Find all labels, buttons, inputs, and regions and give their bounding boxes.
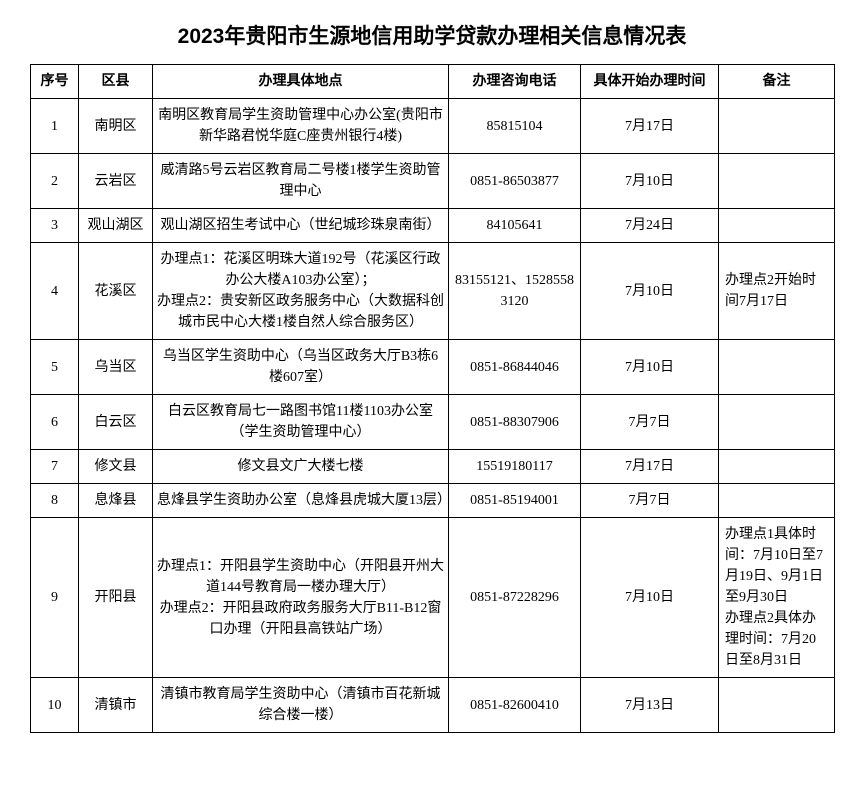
table-row: 10清镇市清镇市教育局学生资助中心（清镇市百花新城综合楼一楼）0851-8260… <box>31 678 835 733</box>
cell-location: 息烽县学生资助办公室（息烽县虎城大厦13层） <box>153 484 449 518</box>
cell-phone: 0851-86844046 <box>449 340 581 395</box>
cell-phone: 84105641 <box>449 209 581 243</box>
cell-starttime: 7月10日 <box>581 243 719 340</box>
cell-seq: 10 <box>31 678 79 733</box>
cell-starttime: 7月13日 <box>581 678 719 733</box>
cell-location: 修文县文广大楼七楼 <box>153 450 449 484</box>
cell-phone: 0851-85194001 <box>449 484 581 518</box>
table-row: 5乌当区乌当区学生资助中心（乌当区政务大厅B3栋6楼607室）0851-8684… <box>31 340 835 395</box>
cell-seq: 2 <box>31 154 79 209</box>
cell-phone: 85815104 <box>449 99 581 154</box>
cell-starttime: 7月24日 <box>581 209 719 243</box>
cell-location: 办理点1：开阳县学生资助中心（开阳县开州大道144号教育局一楼办理大厅）办理点2… <box>153 518 449 678</box>
cell-phone: 0851-88307906 <box>449 395 581 450</box>
cell-remark: 办理点2开始时间7月17日 <box>719 243 835 340</box>
cell-starttime: 7月7日 <box>581 395 719 450</box>
header-starttime: 具体开始办理时间 <box>581 65 719 99</box>
cell-starttime: 7月17日 <box>581 99 719 154</box>
cell-seq: 4 <box>31 243 79 340</box>
table-row: 9开阳县办理点1：开阳县学生资助中心（开阳县开州大道144号教育局一楼办理大厅）… <box>31 518 835 678</box>
table-row: 1南明区南明区教育局学生资助管理中心办公室(贵阳市新华路君悦华庭C座贵州银行4楼… <box>31 99 835 154</box>
cell-location: 清镇市教育局学生资助中心（清镇市百花新城综合楼一楼） <box>153 678 449 733</box>
cell-district: 修文县 <box>79 450 153 484</box>
cell-seq: 1 <box>31 99 79 154</box>
cell-remark: 办理点1具体时间：7月10日至7月19日、9月1日至9月30日办理点2具体办理时… <box>719 518 835 678</box>
table-row: 6白云区白云区教育局七一路图书馆11楼1103办公室（学生资助管理中心）0851… <box>31 395 835 450</box>
cell-district: 花溪区 <box>79 243 153 340</box>
header-seq: 序号 <box>31 65 79 99</box>
cell-location: 南明区教育局学生资助管理中心办公室(贵阳市新华路君悦华庭C座贵州银行4楼) <box>153 99 449 154</box>
cell-remark <box>719 340 835 395</box>
table-body: 1南明区南明区教育局学生资助管理中心办公室(贵阳市新华路君悦华庭C座贵州银行4楼… <box>31 99 835 733</box>
cell-starttime: 7月10日 <box>581 518 719 678</box>
cell-location: 威清路5号云岩区教育局二号楼1楼学生资助管理中心 <box>153 154 449 209</box>
cell-remark <box>719 154 835 209</box>
cell-seq: 9 <box>31 518 79 678</box>
cell-district: 乌当区 <box>79 340 153 395</box>
table-row: 7修文县修文县文广大楼七楼155191801177月17日 <box>31 450 835 484</box>
cell-location: 白云区教育局七一路图书馆11楼1103办公室（学生资助管理中心） <box>153 395 449 450</box>
cell-seq: 8 <box>31 484 79 518</box>
cell-district: 清镇市 <box>79 678 153 733</box>
cell-remark <box>719 209 835 243</box>
cell-district: 南明区 <box>79 99 153 154</box>
cell-starttime: 7月7日 <box>581 484 719 518</box>
cell-district: 白云区 <box>79 395 153 450</box>
cell-remark <box>719 395 835 450</box>
table-header-row: 序号 区县 办理具体地点 办理咨询电话 具体开始办理时间 备注 <box>31 65 835 99</box>
cell-remark <box>719 678 835 733</box>
cell-starttime: 7月17日 <box>581 450 719 484</box>
cell-seq: 3 <box>31 209 79 243</box>
cell-remark <box>719 450 835 484</box>
cell-phone: 0851-86503877 <box>449 154 581 209</box>
table-row: 4花溪区办理点1：花溪区明珠大道192号（花溪区行政办公大楼A103办公室）；办… <box>31 243 835 340</box>
cell-remark <box>719 99 835 154</box>
cell-district: 开阳县 <box>79 518 153 678</box>
cell-phone: 83155121、15285583120 <box>449 243 581 340</box>
cell-seq: 7 <box>31 450 79 484</box>
cell-phone: 15519180117 <box>449 450 581 484</box>
cell-district: 云岩区 <box>79 154 153 209</box>
header-remark: 备注 <box>719 65 835 99</box>
cell-location: 乌当区学生资助中心（乌当区政务大厅B3栋6楼607室） <box>153 340 449 395</box>
header-location: 办理具体地点 <box>153 65 449 99</box>
cell-starttime: 7月10日 <box>581 340 719 395</box>
table-row: 8息烽县息烽县学生资助办公室（息烽县虎城大厦13层）0851-851940017… <box>31 484 835 518</box>
header-district: 区县 <box>79 65 153 99</box>
cell-starttime: 7月10日 <box>581 154 719 209</box>
table-row: 2云岩区威清路5号云岩区教育局二号楼1楼学生资助管理中心0851-8650387… <box>31 154 835 209</box>
cell-remark <box>719 484 835 518</box>
cell-district: 息烽县 <box>79 484 153 518</box>
cell-district: 观山湖区 <box>79 209 153 243</box>
cell-seq: 6 <box>31 395 79 450</box>
cell-location: 办理点1：花溪区明珠大道192号（花溪区行政办公大楼A103办公室）；办理点2：… <box>153 243 449 340</box>
cell-location: 观山湖区招生考试中心（世纪城珍珠泉南街） <box>153 209 449 243</box>
info-table: 序号 区县 办理具体地点 办理咨询电话 具体开始办理时间 备注 1南明区南明区教… <box>30 64 835 733</box>
table-row: 3观山湖区观山湖区招生考试中心（世纪城珍珠泉南街）841056417月24日 <box>31 209 835 243</box>
cell-seq: 5 <box>31 340 79 395</box>
header-phone: 办理咨询电话 <box>449 65 581 99</box>
cell-phone: 0851-87228296 <box>449 518 581 678</box>
page-title: 2023年贵阳市生源地信用助学贷款办理相关信息情况表 <box>30 20 834 50</box>
cell-phone: 0851-82600410 <box>449 678 581 733</box>
